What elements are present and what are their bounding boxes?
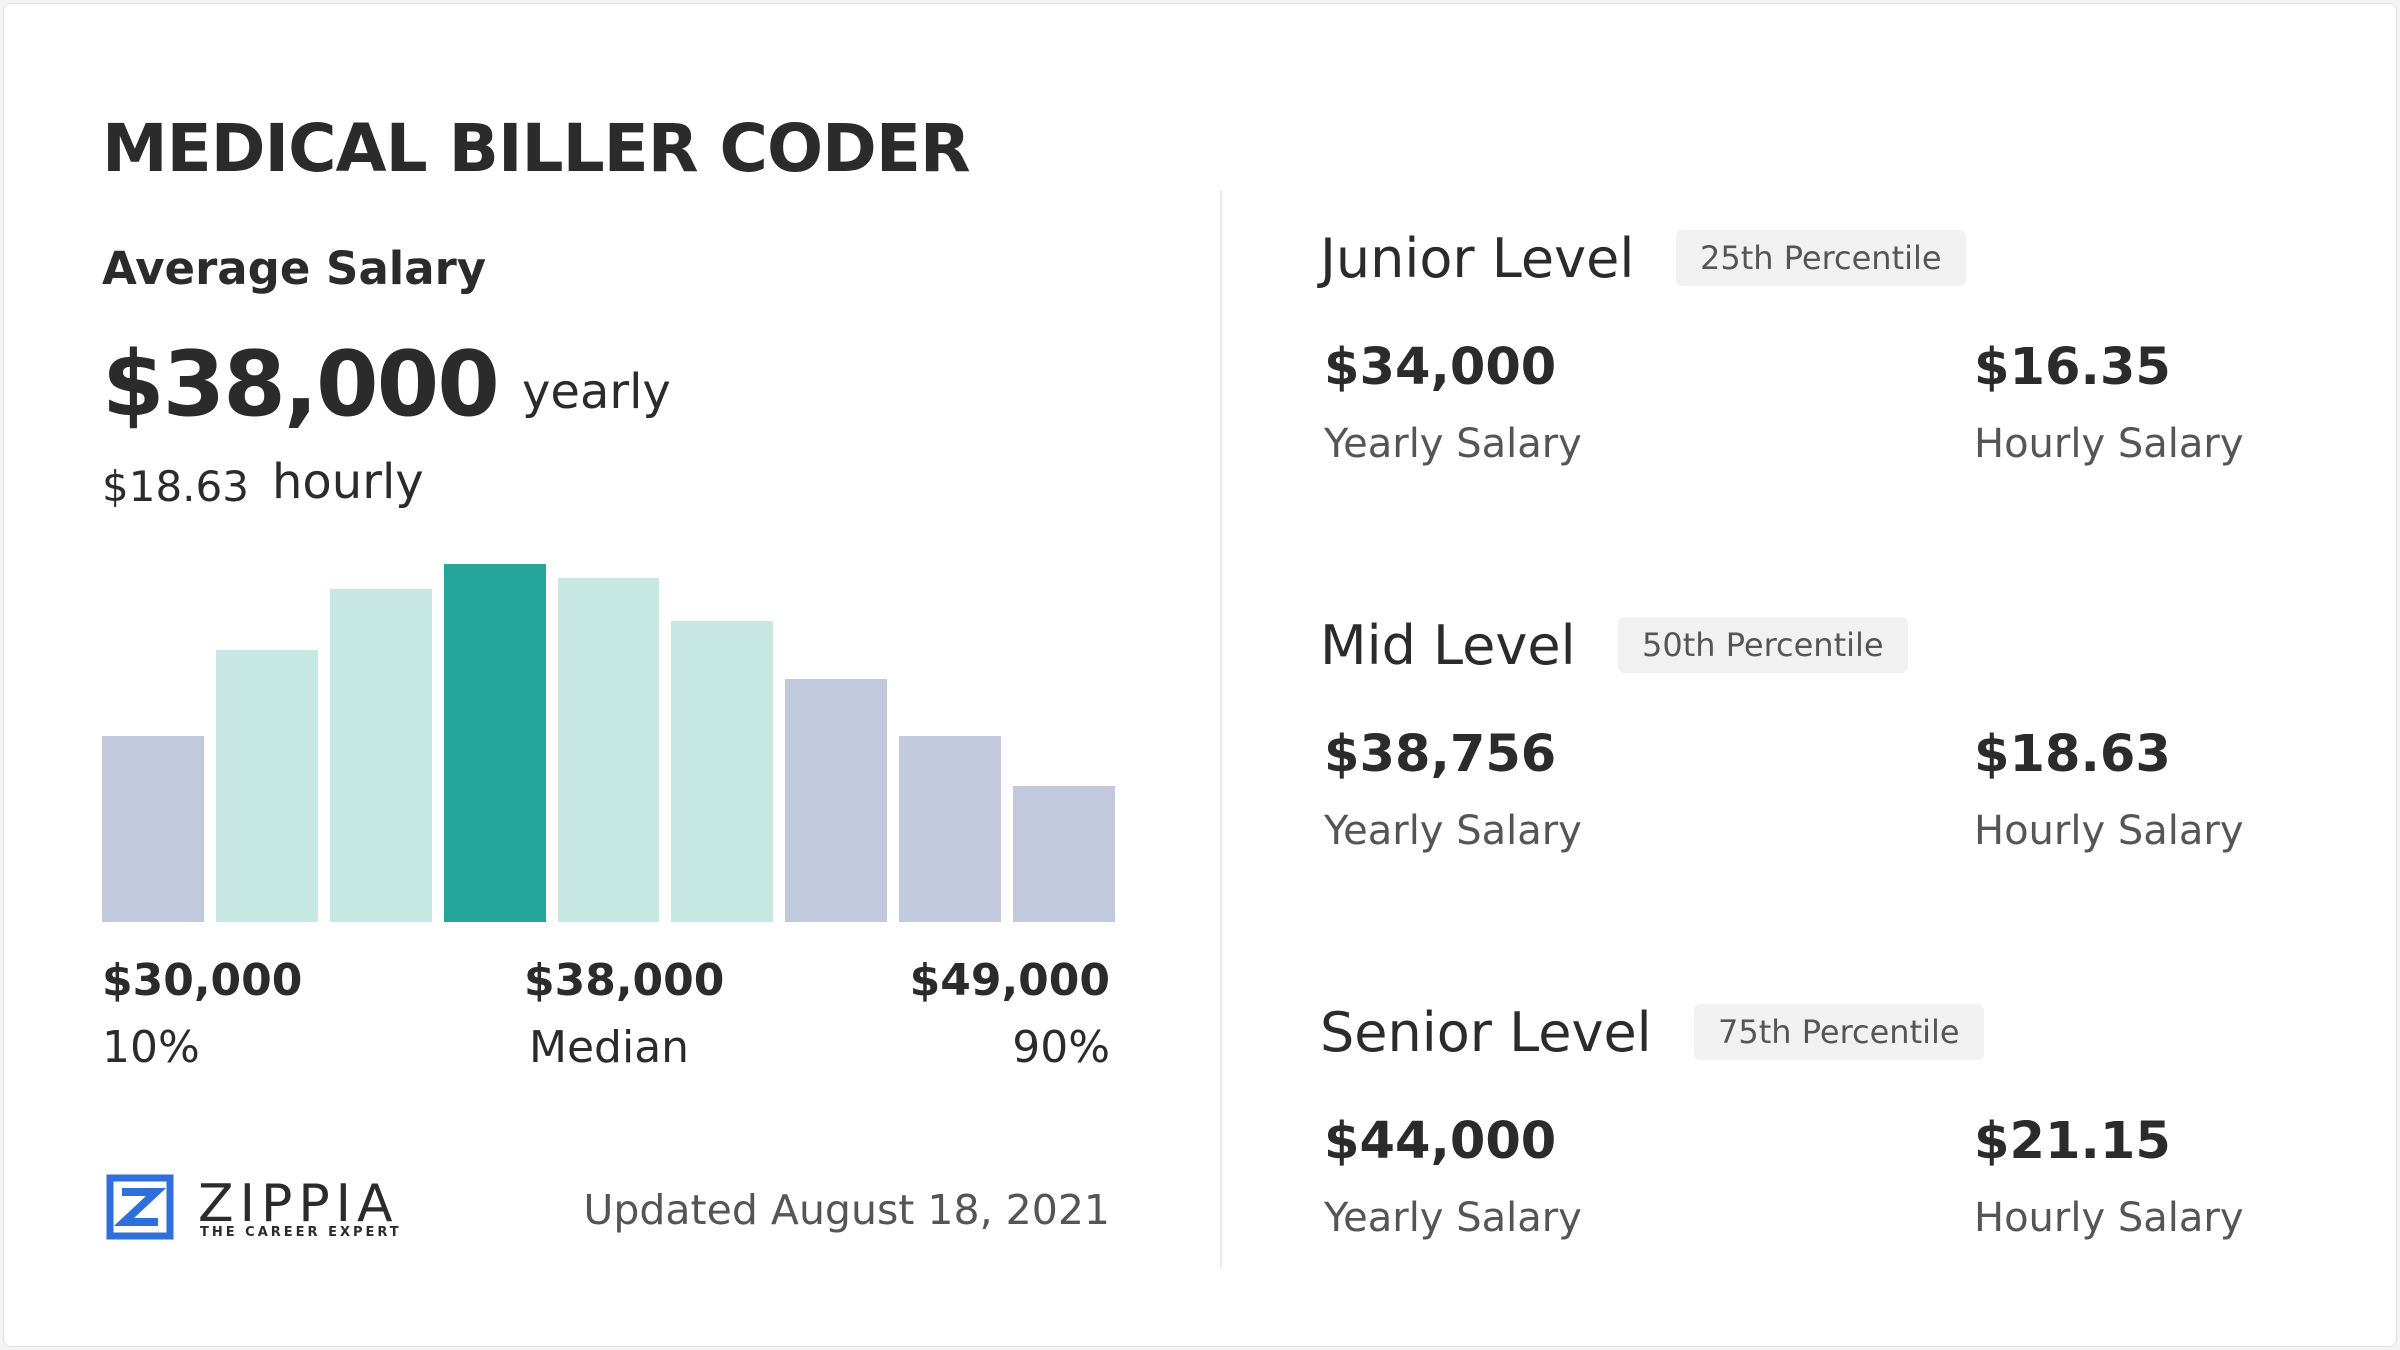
- histogram-bar: [899, 735, 1002, 922]
- histogram-bar: [557, 578, 660, 922]
- histogram-bar: [215, 649, 318, 922]
- high-label: 90%: [1012, 1022, 1110, 1073]
- percentile-badge: 75th Percentile: [1694, 1004, 1984, 1060]
- hourly-label: Hourly Salary: [1974, 1195, 2244, 1241]
- percentile-badge: 50th Percentile: [1618, 617, 1908, 673]
- hourly-salary: $18.63: [1974, 725, 2171, 784]
- hourly-salary: $21.15: [1974, 1112, 2171, 1171]
- yearly-salary: $38,756: [1324, 725, 1557, 784]
- updated-date: Updated August 18, 2021: [583, 1186, 1110, 1234]
- salary-card: MEDICAL BILLER CODER Average Salary $38,…: [3, 3, 2397, 1347]
- histogram-bar: [443, 564, 546, 922]
- histogram-bar: [102, 735, 204, 922]
- histogram-bar: [785, 678, 888, 922]
- yearly-label: Yearly Salary: [1324, 421, 1582, 467]
- hourly-unit: hourly: [272, 454, 424, 510]
- yearly-value: $38,000: [102, 332, 500, 437]
- yearly-unit: yearly: [522, 364, 671, 420]
- tagline: THE CAREER EXPERT: [200, 1225, 402, 1240]
- yearly-salary: $34,000: [1324, 338, 1557, 397]
- title: MEDICAL BILLER CODER: [102, 110, 971, 187]
- low-label: 10%: [102, 1022, 200, 1073]
- yearly-label: Yearly Salary: [1324, 808, 1582, 854]
- hourly-label: Hourly Salary: [1974, 808, 2244, 854]
- average-label: Average Salary: [102, 242, 487, 295]
- percentile-badge: 25th Percentile: [1676, 230, 1966, 286]
- divider: [1220, 190, 1222, 1268]
- histogram-bar: [329, 589, 432, 922]
- high-value: $49,000: [909, 955, 1110, 1006]
- median-value: $38,000: [524, 955, 725, 1006]
- level-name: Junior Level: [1320, 227, 1635, 290]
- hourly-label: Hourly Salary: [1974, 421, 2244, 467]
- yearly-label: Yearly Salary: [1324, 1195, 1582, 1241]
- level-name: Senior Level: [1320, 1001, 1652, 1064]
- histogram-bar: [671, 621, 774, 922]
- hourly-salary: $16.35: [1974, 338, 2171, 397]
- low-value: $30,000: [102, 955, 303, 1006]
- histogram: [102, 564, 1115, 922]
- hourly-value: $18.63: [102, 462, 249, 511]
- yearly-salary: $44,000: [1324, 1112, 1557, 1171]
- brand: ZIPPIA: [198, 1174, 399, 1234]
- logo-icon: [106, 1174, 174, 1240]
- level-name: Mid Level: [1320, 614, 1576, 677]
- histogram-bar: [1013, 785, 1115, 922]
- median-label: Median: [529, 1022, 690, 1073]
